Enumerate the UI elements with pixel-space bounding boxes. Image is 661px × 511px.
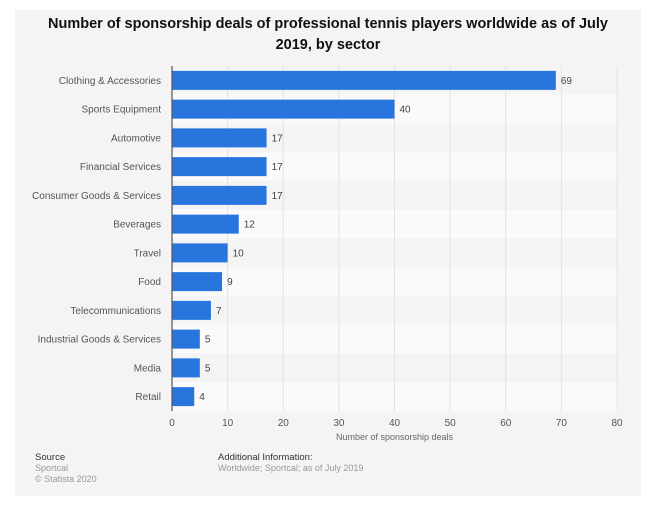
- bar: [172, 214, 239, 234]
- x-tick-label: 30: [333, 418, 345, 429]
- bar: [172, 128, 267, 148]
- x-tick-label: 70: [556, 418, 568, 429]
- additional-info-block: Additional Information: Worldwide; Sport…: [218, 452, 363, 474]
- bar: [172, 157, 267, 177]
- bar-value-label: 12: [244, 220, 256, 231]
- category-label: Food: [138, 277, 161, 288]
- bar: [172, 272, 223, 292]
- bar-value-label: 5: [205, 363, 211, 374]
- chart-title-line-2: 2019, by sector: [275, 37, 381, 53]
- bar-value-label: 7: [216, 306, 222, 317]
- bar: [172, 329, 200, 349]
- x-tick-label: 40: [389, 418, 401, 429]
- category-label: Telecommunications: [70, 306, 161, 317]
- bar-value-label: 17: [272, 191, 284, 202]
- category-label: Financial Services: [80, 162, 161, 173]
- bar-value-label: 9: [227, 277, 233, 288]
- source-block: Source Sportcal © Statista 2020: [35, 452, 97, 485]
- bar-value-label: 10: [233, 248, 245, 259]
- source-name: Sportcal: [35, 463, 69, 473]
- category-label: Consumer Goods & Services: [32, 191, 161, 202]
- x-axis-label: Number of sponsorship deals: [336, 432, 454, 442]
- x-tick-label: 50: [445, 418, 457, 429]
- x-tick-label: 80: [611, 418, 623, 429]
- bar: [172, 300, 211, 320]
- bar: [172, 387, 195, 407]
- category-label: Travel: [134, 248, 161, 259]
- chart-title-line-1: Number of sponsorship deals of professio…: [48, 16, 608, 32]
- x-tick-label: 10: [222, 418, 234, 429]
- bar-value-label: 17: [272, 133, 284, 144]
- additional-info-text: Worldwide; Sportcal; as of July 2019: [218, 463, 364, 473]
- copyright: © Statista 2020: [35, 474, 97, 484]
- bar: [172, 243, 228, 263]
- category-label: Clothing & Accessories: [59, 76, 161, 87]
- x-tick-label: 0: [169, 418, 175, 429]
- source-heading: Source: [35, 452, 66, 463]
- category-label: Sports Equipment: [82, 105, 162, 116]
- x-tick-label: 20: [278, 418, 290, 429]
- category-label: Automotive: [111, 133, 161, 144]
- additional-info-heading: Additional Information:: [218, 452, 313, 463]
- bar-value-label: 69: [561, 76, 573, 87]
- bar-value-label: 4: [199, 392, 205, 403]
- category-label: Industrial Goods & Services: [38, 335, 161, 346]
- category-label: Retail: [135, 392, 161, 403]
- x-tick-label: 60: [500, 418, 512, 429]
- bar: [172, 99, 395, 119]
- bar-value-label: 5: [205, 335, 211, 346]
- chart-title: Number of sponsorship deals of professio…: [15, 14, 641, 56]
- bar: [172, 358, 200, 378]
- category-label: Media: [134, 363, 162, 374]
- bar-value-label: 17: [272, 162, 284, 173]
- bar: [172, 185, 267, 205]
- category-label: Beverages: [113, 220, 161, 231]
- bar: [172, 70, 556, 90]
- bar-value-label: 40: [400, 105, 412, 116]
